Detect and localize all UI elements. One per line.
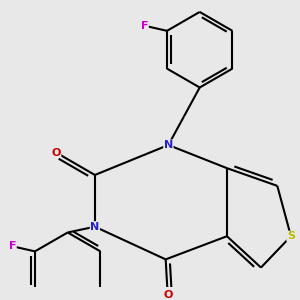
- Text: N: N: [90, 222, 100, 232]
- Text: F: F: [141, 21, 148, 31]
- Text: N: N: [164, 140, 173, 150]
- Text: O: O: [163, 290, 172, 300]
- Text: F: F: [9, 241, 16, 251]
- Text: S: S: [287, 231, 295, 241]
- Text: O: O: [51, 148, 61, 158]
